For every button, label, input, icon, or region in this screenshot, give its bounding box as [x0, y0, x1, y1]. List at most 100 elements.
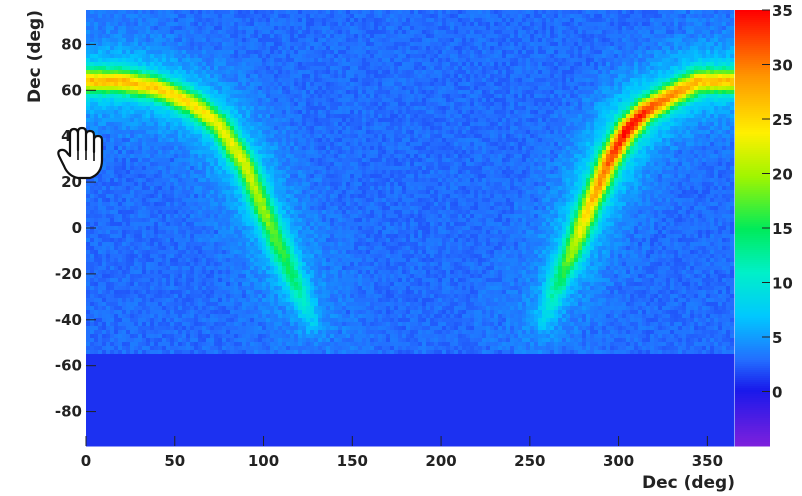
heatmap-cell: [658, 46, 663, 51]
heatmap-cell: [482, 86, 487, 91]
heatmap-cell: [278, 86, 283, 91]
heatmap-cell: [618, 122, 623, 127]
heatmap-cell: [110, 82, 115, 87]
heatmap-cell: [478, 130, 483, 135]
heatmap-cell: [354, 22, 359, 27]
heatmap-cell: [162, 74, 167, 79]
heatmap-cell: [518, 46, 523, 51]
heatmap-cell: [230, 42, 235, 47]
heatmap-cell: [538, 46, 543, 51]
heatmap-cell: [350, 50, 355, 55]
heatmap-cell: [698, 74, 703, 79]
heatmap-cell: [666, 70, 671, 75]
heatmap-cell: [142, 106, 147, 111]
heatmap-cell: [394, 58, 399, 63]
heatmap-cell: [166, 42, 171, 47]
heatmap-cell: [578, 90, 583, 95]
heatmap-cell: [414, 110, 419, 115]
heatmap-cell: [518, 114, 523, 119]
heatmap-cell: [222, 86, 227, 91]
heatmap-cell: [534, 58, 539, 63]
heatmap-cell: [154, 122, 159, 127]
heatmap-cell: [286, 118, 291, 123]
heatmap-cell: [554, 102, 559, 107]
heatmap-cell: [594, 102, 599, 107]
heatmap-cell: [446, 62, 451, 67]
heatmap-cell: [674, 98, 679, 103]
heatmap-cell: [174, 62, 179, 67]
heatmap-cell: [470, 114, 475, 119]
heatmap-cell: [274, 58, 279, 63]
heatmap-cell: [450, 118, 455, 123]
heatmap-cell: [118, 34, 123, 39]
heatmap-cell: [670, 106, 675, 111]
heatmap-cell: [146, 30, 151, 35]
heatmap-cell: [354, 54, 359, 59]
heatmap-cell: [658, 98, 663, 103]
heatmap-cell: [290, 38, 295, 43]
heatmap-cell: [170, 54, 175, 59]
heatmap-cell: [614, 50, 619, 55]
heatmap-cell: [174, 98, 179, 103]
heatmap-cell: [594, 30, 599, 35]
heatmap-cell: [466, 102, 471, 107]
heatmap-cell: [430, 86, 435, 91]
heatmap-cell: [470, 54, 475, 59]
heatmap-cell: [434, 78, 439, 83]
heatmap-cell: [354, 46, 359, 51]
heatmap-cell: [546, 118, 551, 123]
heatmap-cell: [86, 106, 91, 111]
heatmap-cell: [434, 50, 439, 55]
heatmap-cell: [202, 22, 207, 27]
heatmap-cell: [518, 66, 523, 71]
heatmap-cell: [650, 26, 655, 31]
heatmap-cell: [722, 14, 727, 19]
heatmap-cell: [718, 118, 723, 123]
heatmap-cell: [294, 54, 299, 59]
heatmap-cell: [378, 106, 383, 111]
heatmap-cell: [534, 130, 539, 135]
heatmap-cell: [514, 50, 519, 55]
heatmap-cell: [142, 70, 147, 75]
heatmap-cell: [146, 74, 151, 79]
heatmap-cell: [162, 114, 167, 119]
heatmap-cell: [330, 86, 335, 91]
heatmap-cell: [682, 22, 687, 27]
heatmap-cell: [602, 130, 607, 135]
heatmap-cell: [630, 122, 635, 127]
heatmap-cell: [686, 30, 691, 35]
heatmap-cell: [270, 126, 275, 131]
heatmap-cell: [102, 102, 107, 107]
heatmap-cell: [138, 94, 143, 99]
heatmap-cell: [602, 18, 607, 23]
heatmap-cell: [178, 50, 183, 55]
heatmap-cell: [710, 98, 715, 103]
heatmap-cell: [382, 34, 387, 39]
heatmap-cell: [230, 110, 235, 115]
heatmap-cell: [426, 118, 431, 123]
heatmap-cell: [394, 94, 399, 99]
heatmap-cell: [586, 38, 591, 43]
heatmap-cell: [230, 10, 235, 15]
heatmap-cell: [698, 70, 703, 75]
heatmap-cell: [462, 54, 467, 59]
heatmap-cell: [334, 62, 339, 67]
heatmap-cell: [706, 114, 711, 119]
heatmap-cell: [146, 26, 151, 31]
heatmap-cell: [558, 122, 563, 127]
heatmap-cell: [426, 106, 431, 111]
heatmap-cell: [506, 46, 511, 51]
heatmap-cell: [618, 98, 623, 103]
heatmap-cell: [334, 86, 339, 91]
heatmap-cell: [270, 50, 275, 55]
heatmap-cell: [290, 14, 295, 19]
heatmap-cell: [606, 82, 611, 87]
heatmap-cell: [478, 82, 483, 87]
heatmap-cell: [498, 22, 503, 27]
heatmap-cell: [474, 42, 479, 47]
heatmap-cell: [686, 126, 691, 131]
heatmap-cell: [546, 22, 551, 27]
heatmap-cell: [614, 130, 619, 135]
heatmap-cell: [610, 126, 615, 131]
heatmap-cell: [562, 18, 567, 23]
